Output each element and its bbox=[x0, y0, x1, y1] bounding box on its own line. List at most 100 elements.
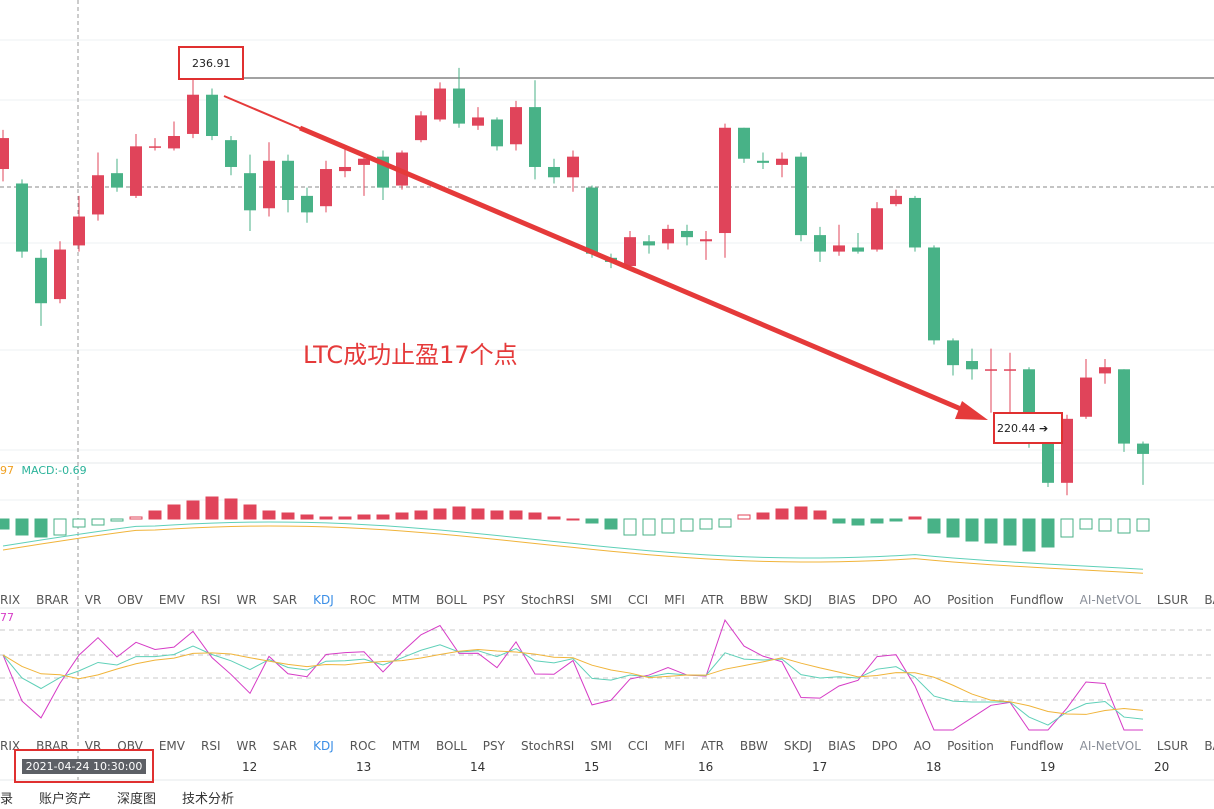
macd-bar bbox=[186, 500, 200, 520]
macd-bar bbox=[281, 512, 295, 520]
macd-bar bbox=[395, 512, 409, 520]
macd-bar bbox=[262, 510, 276, 520]
indicator-tab-skdj[interactable]: SKDJ bbox=[783, 593, 813, 607]
indicator-tab-basis[interactable]: BASIS bbox=[1204, 593, 1214, 607]
macd-bar bbox=[965, 518, 979, 542]
macd-bar bbox=[566, 518, 580, 521]
indicator-tab-ao[interactable]: AO bbox=[913, 593, 932, 607]
candle bbox=[92, 152, 104, 221]
candle bbox=[244, 154, 256, 231]
indicator-tab-bbw[interactable]: BBW bbox=[739, 593, 768, 607]
indicator-tab-cci[interactable]: CCI bbox=[627, 739, 649, 753]
indicator-tab-mfi[interactable]: MFI bbox=[664, 593, 685, 607]
indicator-tab-mtm[interactable]: MTM bbox=[391, 739, 420, 753]
indicator-tab-cci[interactable]: CCI bbox=[627, 593, 649, 607]
indicator-tab-psy[interactable]: PSY bbox=[482, 593, 505, 607]
indicator-tab-bias[interactable]: BIAS bbox=[828, 739, 856, 753]
indicator-tab-emv[interactable]: EMV bbox=[158, 593, 185, 607]
indicator-tab-ai-netvol[interactable]: AI-NetVOL bbox=[1079, 593, 1141, 607]
indicator-tab-wr[interactable]: WR bbox=[236, 593, 257, 607]
indicator-tab-position[interactable]: Position bbox=[947, 593, 994, 607]
indicator-tab-bbw[interactable]: BBW bbox=[739, 739, 768, 753]
candle bbox=[206, 88, 218, 141]
indicator-tab-stochrsi[interactable]: StochRSI bbox=[520, 739, 575, 753]
indicator-tab-kdj[interactable]: KDJ bbox=[313, 739, 334, 753]
macd-bar bbox=[604, 518, 618, 530]
candle bbox=[1118, 369, 1130, 452]
macd-bar bbox=[1041, 518, 1055, 548]
indicator-tab-skdj[interactable]: SKDJ bbox=[783, 739, 813, 753]
indicator-tab-wr[interactable]: WR bbox=[236, 739, 257, 753]
indicator-tab-roc[interactable]: ROC bbox=[349, 593, 376, 607]
indicator-tab-vr[interactable]: VR bbox=[84, 593, 102, 607]
macd-bar bbox=[756, 512, 770, 520]
candle bbox=[263, 142, 275, 217]
indicator-tab-brar[interactable]: BRAR bbox=[36, 593, 69, 607]
candle bbox=[871, 202, 883, 252]
macd-bar bbox=[205, 496, 219, 520]
indicator-tab-sar[interactable]: SAR bbox=[272, 739, 298, 753]
indicator-tab-boll[interactable]: BOLL bbox=[435, 739, 467, 753]
indicator-tab-ai-netvol[interactable]: AI-NetVOL bbox=[1079, 739, 1141, 753]
indicator-tab-atr[interactable]: ATR bbox=[700, 593, 724, 607]
candle bbox=[681, 224, 693, 246]
indicator-tab-fundflow[interactable]: Fundflow bbox=[1009, 593, 1064, 607]
indicator-tab-sar[interactable]: SAR bbox=[272, 593, 298, 607]
x-axis-label: 15 bbox=[584, 760, 600, 774]
indicator-tab-fundflow[interactable]: Fundflow bbox=[1009, 739, 1064, 753]
macd-bar bbox=[319, 516, 333, 520]
indicator-tab-rix[interactable]: RIX bbox=[0, 593, 21, 607]
macd-bar bbox=[0, 518, 10, 530]
candle bbox=[852, 233, 864, 254]
candle bbox=[510, 100, 522, 151]
macd-bar bbox=[870, 518, 884, 524]
indicator-tab-emv[interactable]: EMV bbox=[158, 739, 185, 753]
bottom-tab[interactable]: 技术分析 bbox=[182, 792, 235, 807]
indicator-tab-atr[interactable]: ATR bbox=[700, 739, 724, 753]
macd-dif-line bbox=[2, 521, 1144, 570]
candle bbox=[453, 67, 465, 128]
macd-bar bbox=[1098, 518, 1112, 532]
indicator-tab-smi[interactable]: SMI bbox=[590, 593, 612, 607]
indicator-tab-dpo[interactable]: DPO bbox=[871, 593, 898, 607]
candle bbox=[111, 158, 123, 192]
indicator-tab-rsi[interactable]: RSI bbox=[200, 593, 221, 607]
macd-bar bbox=[129, 516, 143, 520]
macd-bar bbox=[547, 516, 561, 520]
x-axis-label: 14 bbox=[470, 760, 486, 774]
candle bbox=[738, 127, 750, 163]
indicator-tab-smi[interactable]: SMI bbox=[590, 739, 612, 753]
bottom-tab[interactable]: 账户资产 bbox=[39, 792, 92, 807]
indicator-tab-mtm[interactable]: MTM bbox=[391, 593, 420, 607]
bottom-tab[interactable]: 深度图 bbox=[117, 792, 157, 807]
indicator-tab-lsur[interactable]: LSUR bbox=[1156, 593, 1189, 607]
indicator-tab-roc[interactable]: ROC bbox=[349, 739, 376, 753]
indicator-tab-stochrsi[interactable]: StochRSI bbox=[520, 593, 575, 607]
macd-bar bbox=[737, 514, 751, 520]
macd-value: MACD:-0.69 bbox=[21, 464, 87, 477]
candle bbox=[149, 138, 161, 151]
macd-bar bbox=[1060, 518, 1074, 538]
indicator-tab-basis[interactable]: BASIS bbox=[1204, 739, 1214, 753]
candle bbox=[662, 224, 674, 250]
low-price-label: 220.44 ➔ bbox=[993, 412, 1063, 444]
indicator-tab-ao[interactable]: AO bbox=[913, 739, 932, 753]
indicator-tab-psy[interactable]: PSY bbox=[482, 739, 505, 753]
indicator-tab-bias[interactable]: BIAS bbox=[828, 593, 856, 607]
indicator-tab-lsur[interactable]: LSUR bbox=[1156, 739, 1189, 753]
crosshair-date-badge: 2021-04-24 10:30:00 bbox=[14, 749, 154, 783]
indicator-tab-boll[interactable]: BOLL bbox=[435, 593, 467, 607]
macd-bar bbox=[528, 512, 542, 520]
indicator-tab-dpo[interactable]: DPO bbox=[871, 739, 898, 753]
indicator-tab-rsi[interactable]: RSI bbox=[200, 739, 221, 753]
indicator-tab-kdj[interactable]: KDJ bbox=[313, 593, 334, 607]
candle bbox=[472, 107, 484, 130]
indicator-tabs-bottom: RIX BRAR VR OBV EMV RSI WR SAR KDJ ROC MTM BOLL PSY S… bbox=[0, 735, 1214, 757]
indicator-tab-position[interactable]: Position bbox=[947, 739, 994, 753]
indicator-tab-obv[interactable]: OBV bbox=[117, 593, 143, 607]
candle bbox=[814, 226, 826, 262]
indicator-tab-mfi[interactable]: MFI bbox=[664, 739, 685, 753]
macd-bar bbox=[1022, 518, 1036, 552]
bottom-tab[interactable]: 录 bbox=[0, 792, 14, 807]
